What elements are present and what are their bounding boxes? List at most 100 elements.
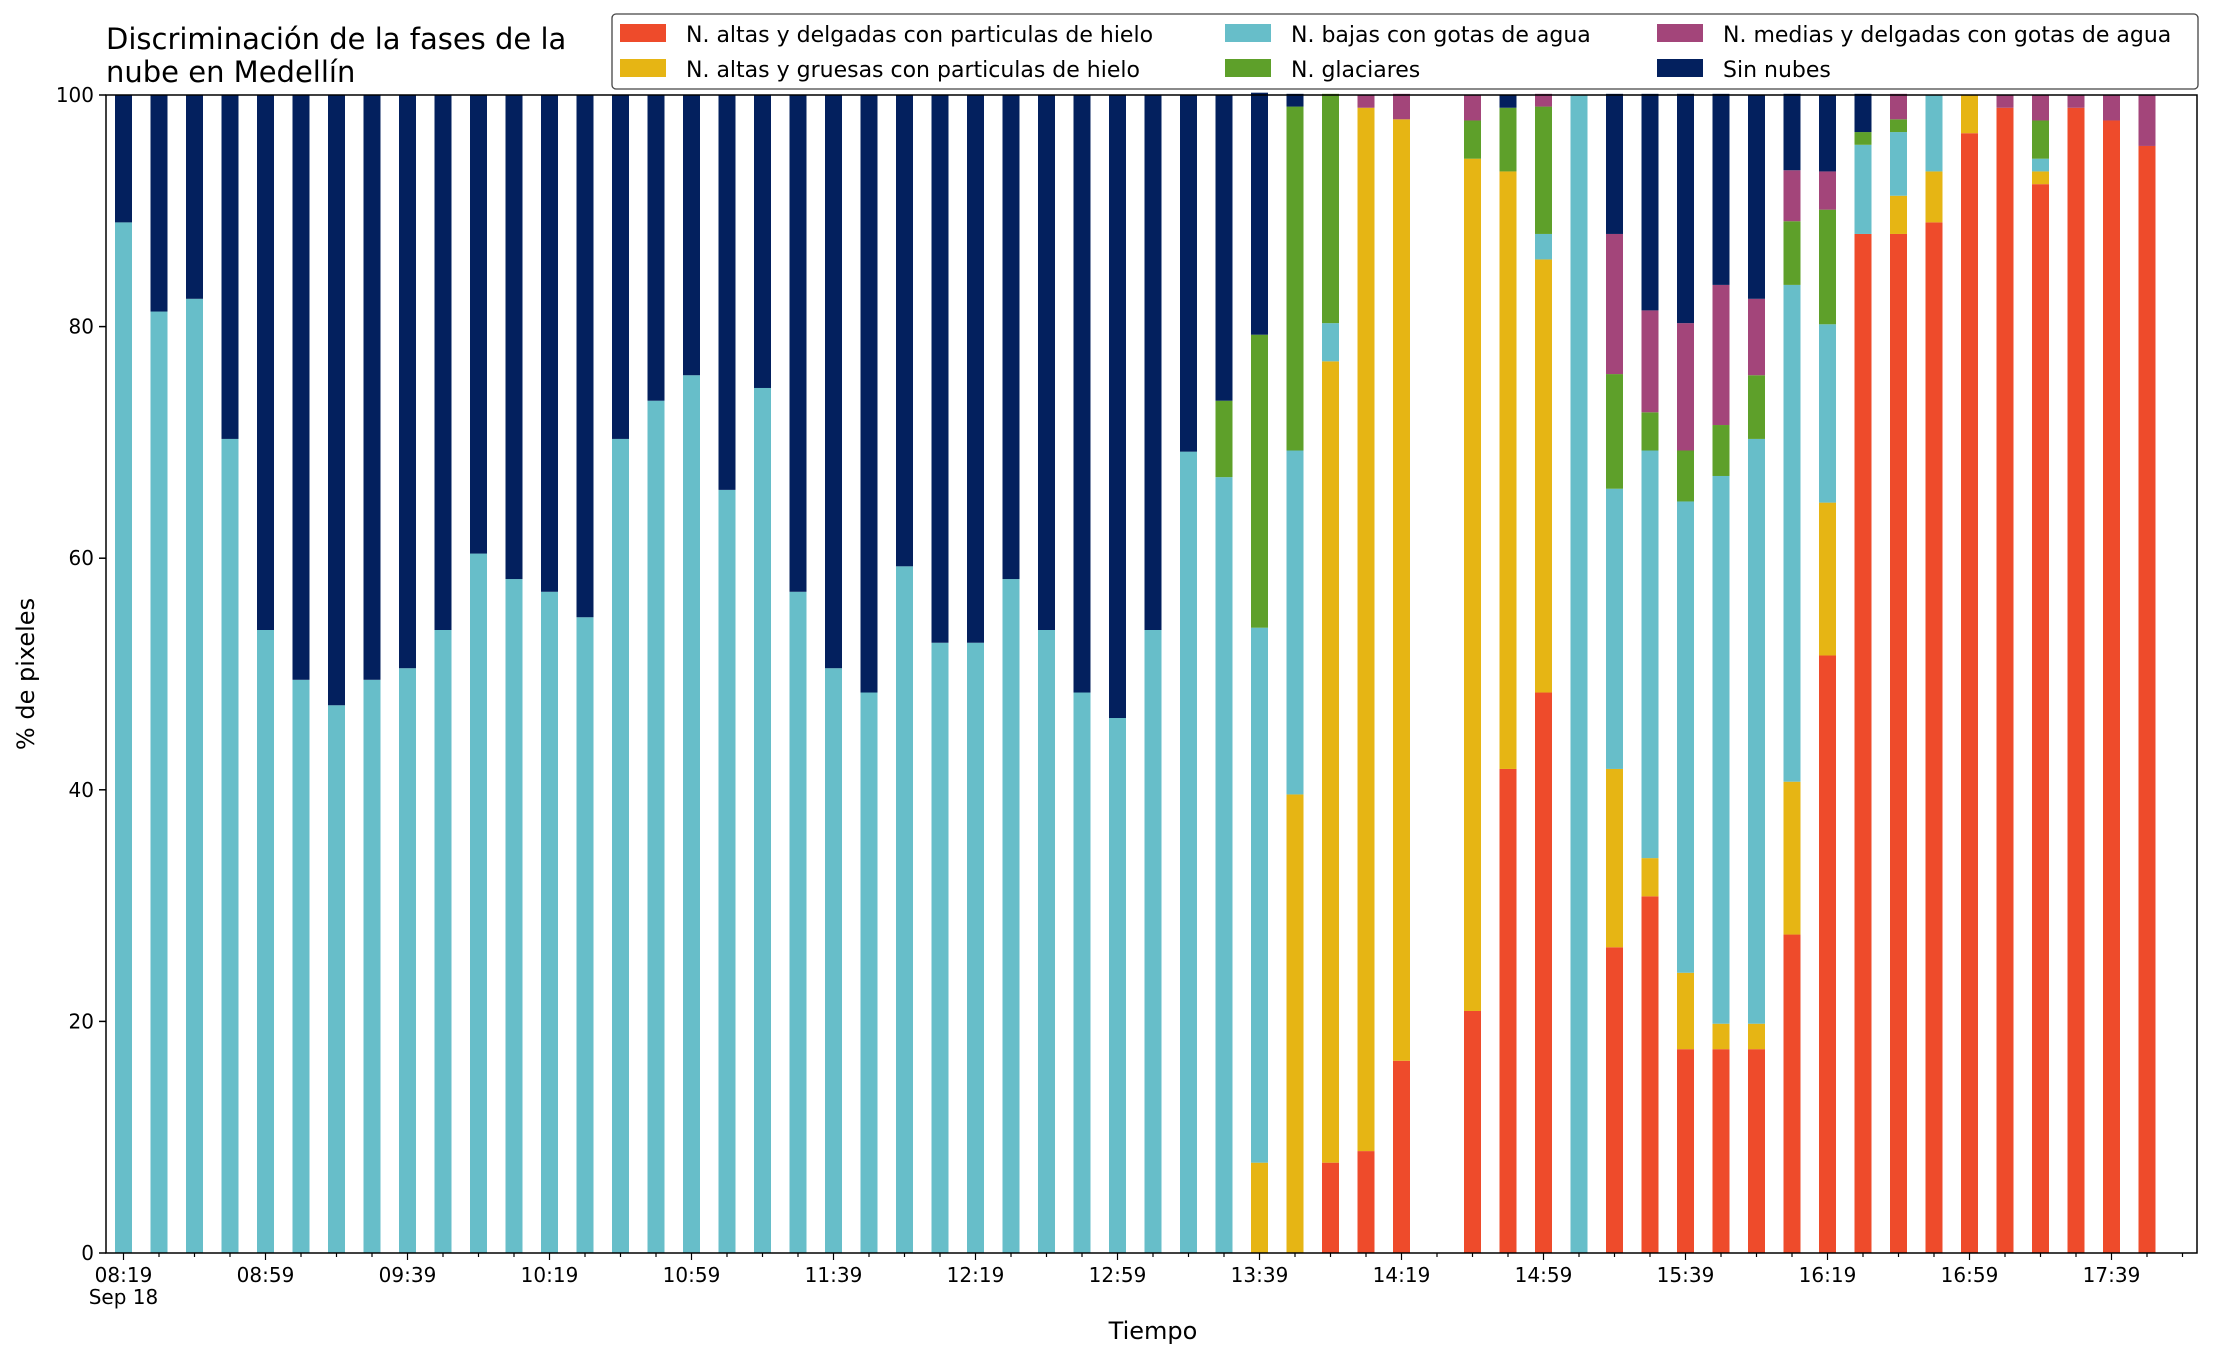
x-tick-label: 13:39 <box>1231 1263 1289 1287</box>
bar-segment <box>2138 145 2156 1253</box>
bar-segment <box>150 311 168 1253</box>
bar-segment <box>541 591 558 1253</box>
y-tick-label: 60 <box>69 546 94 570</box>
bar-segment <box>434 629 452 1253</box>
x-axis: 08:19 Sep 18 08:59 09:39 10:19 10:59 11:39 12:1… <box>89 1253 2184 1309</box>
bar-segment <box>1251 92 1268 335</box>
bar-segment <box>1961 95 1978 134</box>
bar-segment <box>1073 692 1091 1253</box>
bar-segment <box>470 553 487 1253</box>
bar-segment <box>2032 158 2049 172</box>
bar-segment <box>1464 120 1481 159</box>
bar-segment <box>1819 209 1836 325</box>
bar-segment <box>1606 488 1623 769</box>
bar-segment <box>1748 95 1765 299</box>
legend-label: N. medias y delgadas con gotas de agua <box>1723 23 2171 48</box>
bar-segment <box>789 95 807 592</box>
bar-segment <box>825 668 842 1253</box>
bar-segment <box>1712 284 1730 426</box>
legend-label: Sin nubes <box>1723 58 1831 83</box>
bar-segment <box>2032 120 2049 159</box>
bar-segment <box>115 222 132 1253</box>
legend-label: N. bajas con gotas de agua <box>1291 23 1591 48</box>
bar-segment <box>1606 947 1623 1253</box>
bar-segment <box>1535 692 1552 1253</box>
y-tick-label: 40 <box>69 778 94 802</box>
bar-segment <box>1783 93 1801 171</box>
legend-swatch <box>1225 24 1271 42</box>
bar-segment <box>470 95 487 554</box>
legend-swatch <box>1657 24 1703 42</box>
y-axis-title: % de pixeles <box>12 598 40 750</box>
bar-segment <box>1748 438 1765 1024</box>
bar-segment <box>1890 233 1907 1253</box>
bar-segment <box>1464 158 1481 1011</box>
legend-box <box>611 13 2199 90</box>
bar-segment <box>967 642 984 1253</box>
bar-segment <box>1677 93 1694 324</box>
bar-segment <box>1677 972 1694 1050</box>
bar-segment <box>1215 400 1233 478</box>
bar-segment <box>1748 298 1765 376</box>
bar-segment <box>896 95 913 567</box>
x-tick-label: 14:59 <box>1515 1263 1573 1287</box>
bar-segment <box>1286 106 1304 451</box>
bar-segment <box>150 95 168 312</box>
bar-segment <box>1819 502 1836 656</box>
bar-segment <box>1783 781 1801 935</box>
bar-segment <box>1535 93 1552 107</box>
x-tick-label: 08:19 Sep 18 <box>89 1263 159 1309</box>
bar-segment <box>1783 170 1801 222</box>
bar-segment <box>399 668 416 1253</box>
legend-label: N. altas y gruesas con particulas de hie… <box>686 58 1140 83</box>
bar-segment <box>1144 95 1162 630</box>
bar-segment <box>1890 132 1907 196</box>
bar-segment <box>1606 374 1623 489</box>
bar-segment <box>967 95 984 643</box>
chart-title: Discriminación de la fases de la nube en … <box>106 22 566 89</box>
bar-segment <box>612 95 629 439</box>
x-tick-label: 09:39 <box>379 1263 437 1287</box>
bar-segment <box>1215 477 1233 1253</box>
bar-segment <box>647 400 665 1253</box>
bar-segment <box>931 642 949 1253</box>
bar-segment <box>683 375 700 1254</box>
bar-segment <box>1499 107 1517 172</box>
x-tick-label: 14:19 <box>1373 1263 1431 1287</box>
bar-segment <box>1464 95 1481 121</box>
bar-segment <box>1144 629 1162 1253</box>
bar-segment <box>186 95 203 299</box>
bar-segment <box>1890 93 1907 120</box>
bar-segment <box>1322 1162 1339 1253</box>
bar-segment <box>1606 768 1623 948</box>
legend-label: N. glaciares <box>1291 58 1420 83</box>
bar-segment <box>576 617 594 1253</box>
bar-segment <box>1641 310 1659 413</box>
bar-segment <box>860 95 878 693</box>
bar-segment <box>576 95 594 618</box>
bar-segment <box>1925 222 1943 1253</box>
x-tick-label: 08:59 <box>237 1263 295 1287</box>
bar-segment <box>1890 195 1907 234</box>
bar-segment <box>505 95 523 580</box>
bar-segment <box>434 95 452 630</box>
bar-segment <box>860 692 878 1253</box>
bar-segment <box>1180 451 1197 1253</box>
x-tick-label: 16:59 <box>1941 1263 1999 1287</box>
bar-segment <box>1073 95 1091 693</box>
bar-segment <box>647 95 665 401</box>
bar-segment <box>1748 1049 1765 1253</box>
bar-segment <box>2138 95 2156 146</box>
bar-segment <box>1109 95 1126 719</box>
bar-segment <box>896 566 913 1253</box>
bar-segment <box>328 95 345 706</box>
bar-segment <box>1357 107 1375 1152</box>
bar-segment <box>2032 184 2049 1253</box>
x-tick-label: 15:39 <box>1657 1263 1715 1287</box>
bar-segment <box>1819 655 1836 1253</box>
bar-segment <box>221 438 239 1253</box>
bar-segment <box>257 95 274 630</box>
x-tick-label: 10:19 <box>521 1263 579 1287</box>
bar-segment <box>1215 95 1233 401</box>
bar-segment <box>1641 858 1659 897</box>
